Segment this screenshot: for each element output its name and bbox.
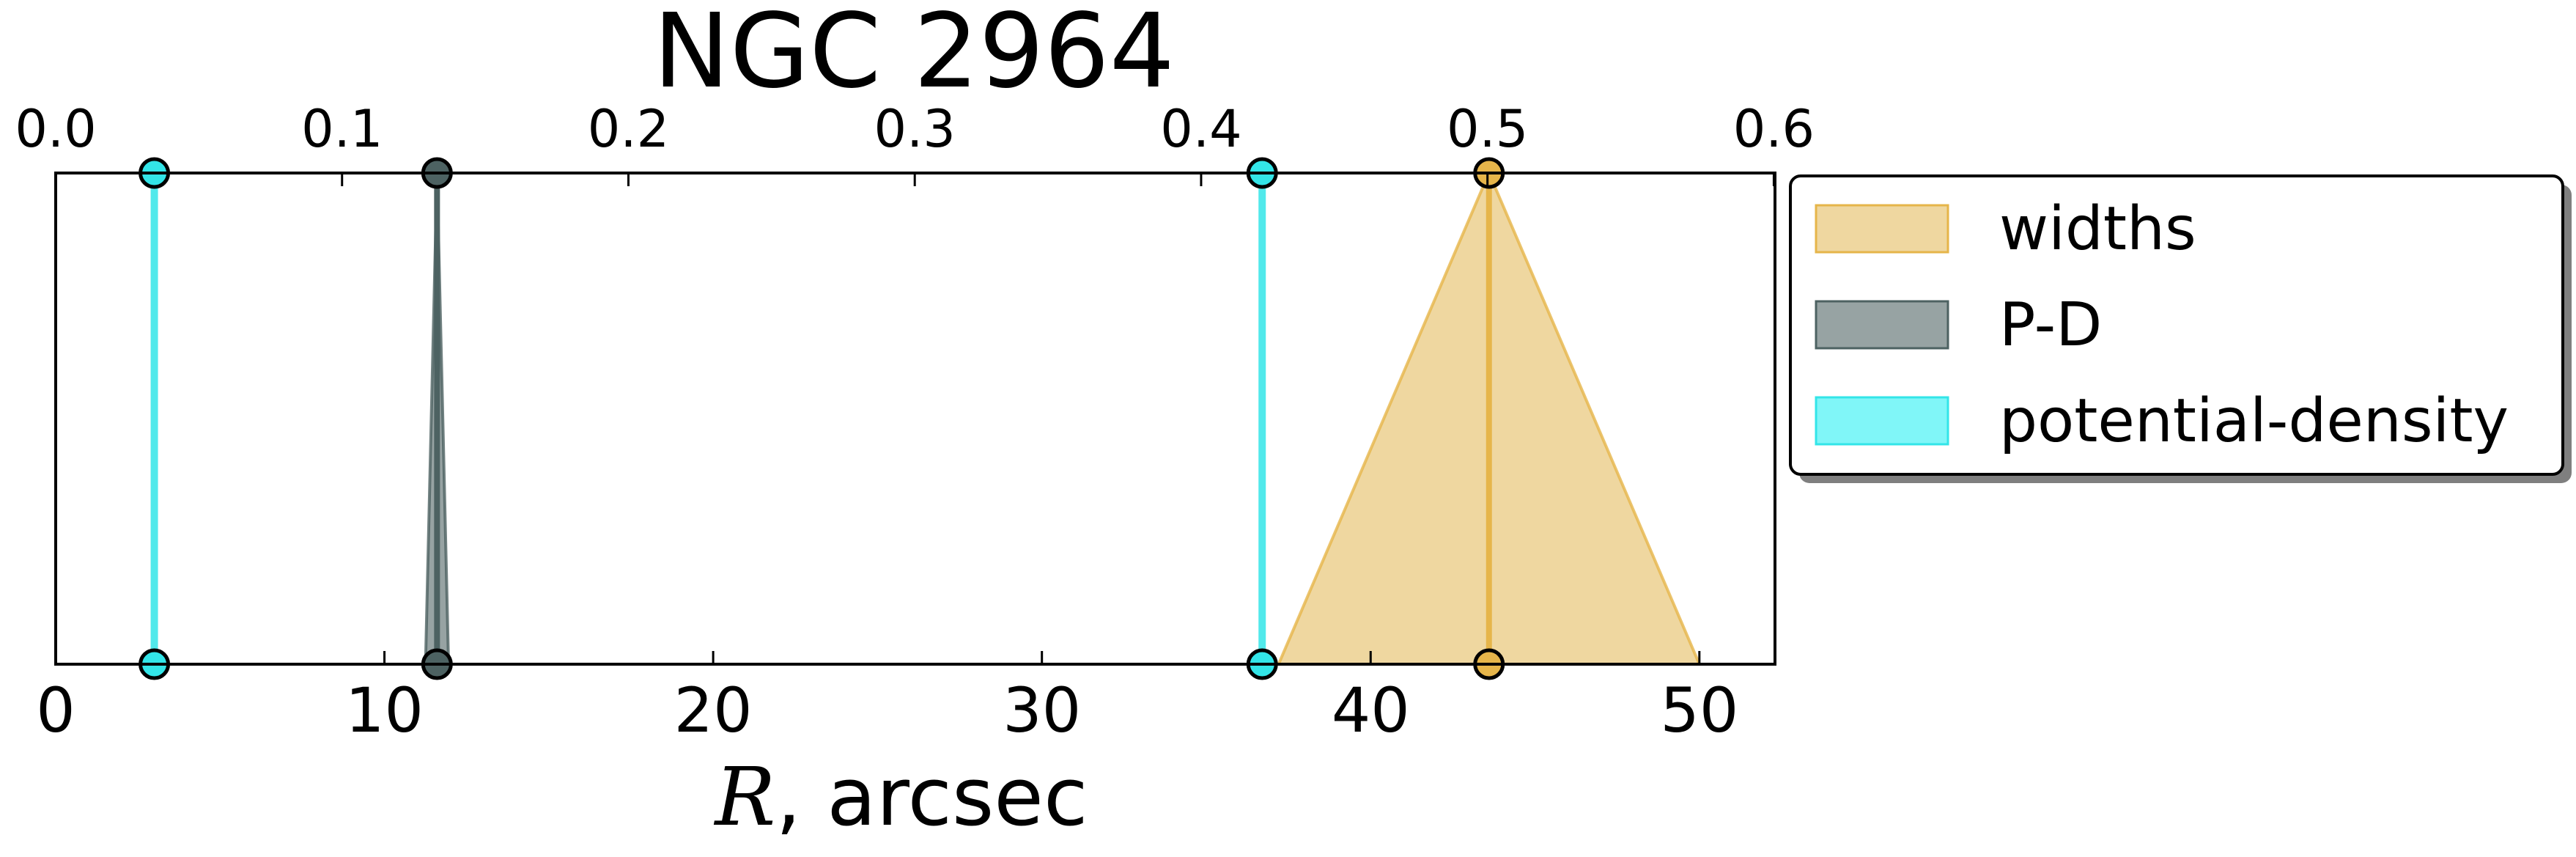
x-tick-label: 10 <box>345 674 424 746</box>
chart-title: NGC 2964 <box>653 0 1175 111</box>
x-axis-label-unit: , arcsec <box>775 750 1088 844</box>
legend-swatch-potential-density <box>1815 396 1949 446</box>
top-tick-label: 0.2 <box>588 99 669 159</box>
legend-swatch-p-d <box>1815 300 1949 350</box>
legend-label-potential-density: potential-density <box>1999 386 2509 456</box>
top-tick-label: 0.5 <box>1447 99 1528 159</box>
top-tick-label: 0.1 <box>301 99 383 159</box>
legend-label-p-d: P-D <box>1999 290 2102 360</box>
x-tick-label: 50 <box>1660 674 1738 746</box>
x-tick-label: 20 <box>674 674 753 746</box>
top-tick-label: 0.4 <box>1160 99 1241 159</box>
plot-area <box>56 157 1775 680</box>
legend-swatch-widths <box>1815 204 1949 254</box>
legend: widths P-D potential-density <box>1789 174 2572 483</box>
x-axis-label-variable: R <box>714 750 776 844</box>
legend-label-widths: widths <box>1999 194 2196 264</box>
x-tick-label: 40 <box>1332 674 1410 746</box>
x-tick-label: 0 <box>36 674 75 746</box>
x-axis-label: R, arcsec <box>714 750 1088 844</box>
top-tick-label: 0.3 <box>874 99 956 159</box>
top-tick-label: 0.0 <box>15 99 96 159</box>
legend-box <box>1789 174 2564 476</box>
x-tick-label: 30 <box>1003 674 1081 746</box>
axes: 0 10 20 30 40 50 0.0 0.1 0.2 0.3 0.4 0.5 0.6 <box>15 99 1815 746</box>
top-tick-label: 0.6 <box>1733 99 1815 159</box>
